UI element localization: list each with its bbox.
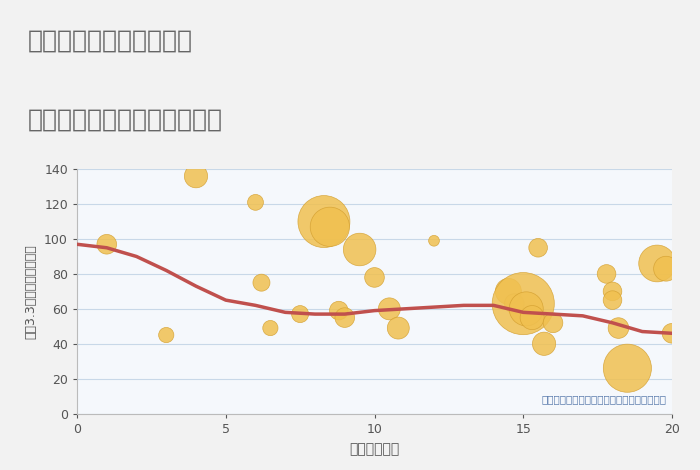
Point (265, 324, 276, 332)
Point (601, 270, 612, 278)
Y-axis label: 坪（3.3㎡）単価（万円）: 坪（3.3㎡）単価（万円） (25, 244, 37, 339)
Point (333, 307, 344, 314)
Point (666, 329, 678, 337)
Point (101, 241, 112, 248)
Text: 円の大きさは、取引のあった物件面積を示す: 円の大きさは、取引のあった物件面積を示す (541, 394, 666, 404)
Point (324, 223, 335, 231)
Point (160, 331, 172, 339)
Point (318, 218, 330, 225)
Point (607, 297, 618, 304)
Point (613, 324, 624, 332)
Point (384, 305, 395, 313)
Point (547, 319, 559, 327)
Point (661, 265, 672, 273)
Point (509, 300, 520, 307)
Point (533, 244, 544, 251)
Point (521, 305, 532, 313)
Point (256, 279, 267, 286)
Point (518, 300, 529, 307)
X-axis label: 駅距離（分）: 駅距離（分） (349, 443, 400, 456)
Point (538, 340, 550, 347)
Point (526, 314, 538, 321)
Text: 岐阜県恵那市武並町藤の: 岐阜県恵那市武並町藤の (28, 28, 193, 52)
Point (503, 288, 514, 295)
Point (393, 324, 404, 332)
Point (369, 274, 380, 281)
Point (428, 237, 440, 244)
Point (250, 199, 261, 206)
Point (607, 288, 618, 295)
Point (295, 310, 306, 318)
Point (652, 260, 663, 267)
Point (354, 246, 365, 253)
Point (339, 314, 350, 321)
Text: 駅距離別中古マンション価格: 駅距離別中古マンション価格 (28, 108, 223, 132)
Point (190, 172, 202, 180)
Point (622, 364, 633, 372)
